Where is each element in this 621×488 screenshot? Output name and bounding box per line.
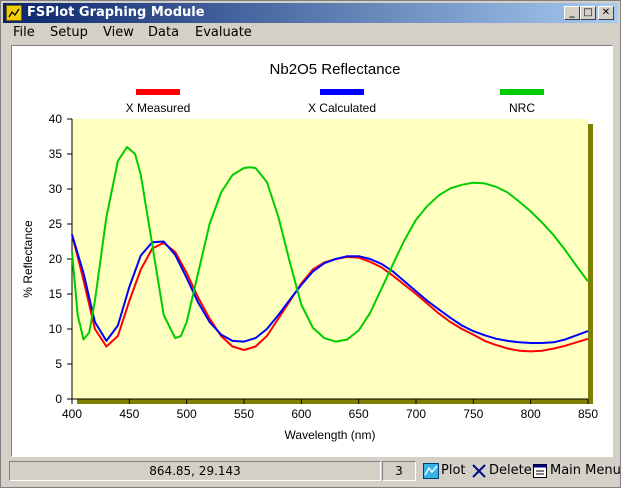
legend-label-2: X Calculated (308, 101, 376, 115)
legend-swatch-3 (500, 89, 544, 95)
plot-icon (423, 463, 439, 479)
y-tick-label: 15 (49, 287, 63, 301)
legend-label-3: NRC (509, 101, 535, 115)
x-tick-label: 600 (291, 407, 311, 421)
menu-view[interactable]: View (103, 25, 134, 40)
main-menu-icon (533, 464, 547, 478)
series-line-2 (71, 234, 589, 344)
cursor-coordinates: 864.85, 29.143 (9, 461, 381, 481)
delete-label: Delete (489, 463, 532, 478)
status-bar: 864.85, 29.143 3 Plot Delete Main Menu (1, 459, 621, 487)
y-tick-label: 35 (49, 147, 63, 161)
series-count: 3 (382, 461, 416, 481)
plot-background (72, 119, 588, 399)
main-menu-button[interactable]: Main Menu (532, 461, 621, 481)
x-tick-label: 700 (406, 407, 426, 421)
y-axis-label: % Reflectance (21, 220, 35, 298)
minimize-button[interactable]: _ (564, 6, 580, 20)
y-tick-label: 10 (49, 322, 63, 336)
delete-button[interactable]: Delete (471, 461, 532, 481)
window-title: FSPlot Graphing Module (27, 5, 205, 20)
reflectance-chart: Nb2O5 Reflectance X Measured X Calculated N… (21, 61, 598, 442)
legend-label-1: X Measured (126, 101, 191, 115)
legend-swatch-2 (320, 89, 364, 95)
menu-setup[interactable]: Setup (50, 25, 88, 40)
y-tick-label: 25 (49, 217, 63, 231)
x-tick-label: 750 (463, 407, 483, 421)
plot-button[interactable]: Plot (423, 461, 467, 481)
app-icon[interactable] (6, 5, 22, 21)
y-tick-label: 20 (49, 252, 63, 266)
plot-label: Plot (441, 463, 466, 478)
close-button[interactable]: ✕ (598, 6, 614, 20)
plot-area[interactable]: Nb2O5 Reflectance X Measured X Calculated N… (11, 45, 613, 457)
legend-swatch-1 (136, 89, 180, 95)
delete-x-icon (472, 464, 486, 478)
y-tick-label: 40 (49, 112, 63, 126)
x-tick-label: 450 (119, 407, 139, 421)
x-axis-label: Wavelength (nm) (285, 428, 376, 442)
x-tick-label: 850 (578, 407, 598, 421)
y-tick-label: 5 (55, 357, 62, 371)
chart-title: Nb2O5 Reflectance (270, 61, 401, 78)
maximize-button[interactable]: □ (580, 6, 596, 20)
menu-file[interactable]: File (13, 25, 35, 40)
x-tick-label: 550 (234, 407, 254, 421)
main-menu-label: Main Menu (550, 463, 621, 478)
menu-evaluate[interactable]: Evaluate (195, 25, 252, 40)
x-tick-label: 650 (349, 407, 369, 421)
menu-data[interactable]: Data (148, 25, 180, 40)
x-tick-label: 500 (177, 407, 197, 421)
series-line-3 (71, 146, 589, 343)
x-tick-label: 800 (521, 407, 541, 421)
y-tick-label: 30 (49, 182, 63, 196)
x-tick-label: 400 (62, 407, 82, 421)
y-tick-label: 0 (55, 392, 62, 406)
menu-bar: File Setup View Data Evaluate (3, 23, 618, 43)
title-bar[interactable]: FSPlot Graphing Module _ □ ✕ (3, 3, 618, 23)
